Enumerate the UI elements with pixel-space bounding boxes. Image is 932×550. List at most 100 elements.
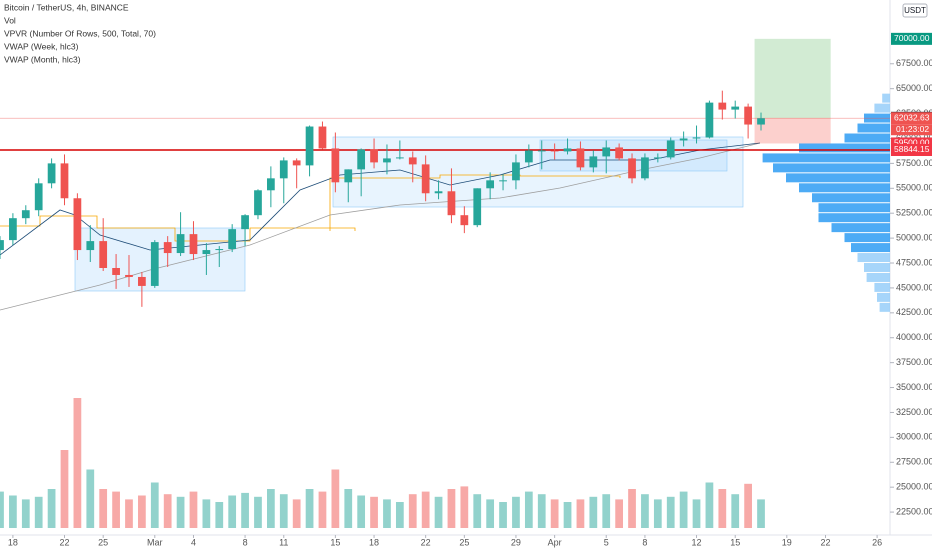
volume-bar (641, 494, 649, 528)
x-tick-label: 15 (730, 537, 740, 547)
volume-bar (73, 398, 82, 528)
volume-profile-row (877, 292, 890, 302)
volume-bar (60, 450, 69, 528)
volume-bar (383, 499, 391, 528)
x-tick-label: 4 (191, 537, 196, 547)
x-tick-label: 8 (642, 537, 647, 547)
volume-bar (524, 491, 533, 528)
currency-box[interactable] (902, 3, 928, 18)
x-tick-label: 11 (279, 537, 288, 547)
candle-body (125, 274, 133, 277)
y-tick-label: 47500.00 (896, 257, 932, 267)
y-tick-label: 40000.00 (896, 332, 932, 342)
indicator-label: Vol (4, 15, 16, 25)
candle-body (718, 102, 727, 110)
volume-bar (679, 491, 688, 528)
y-tick-label: 30000.00 (896, 432, 932, 442)
y-tick-label: 52500.00 (896, 208, 932, 218)
volume-profile-row (818, 213, 890, 223)
volume-bar (666, 496, 675, 528)
x-tick-label: 22 (820, 537, 830, 547)
candle-body (215, 249, 224, 251)
x-tick-label: 5 (604, 537, 609, 547)
candle-body (408, 157, 417, 165)
y-tick-label: 55000.00 (896, 183, 932, 193)
price-label: 59500.00 (894, 138, 930, 148)
candle-body (73, 198, 82, 251)
candle-body (589, 156, 598, 168)
volume-bar (408, 494, 417, 528)
candle-body (460, 215, 469, 226)
volume-bar (731, 494, 740, 528)
candle-body (34, 183, 43, 211)
y-tick-label: 22500.00 (896, 506, 932, 516)
volume-bar (473, 494, 482, 528)
candle-body (228, 229, 237, 250)
candle-body (692, 137, 701, 139)
candle-body (305, 126, 314, 166)
volume-bar (537, 494, 546, 528)
candle-body (563, 148, 572, 152)
volume-bar (125, 499, 133, 528)
candle-body (679, 138, 688, 141)
candle-body (434, 191, 443, 194)
candle-body (47, 163, 56, 184)
volume-bar (138, 495, 146, 528)
currency-label[interactable]: USDT (904, 6, 926, 15)
x-tick-label: 29 (511, 537, 521, 547)
volume-profile-row (874, 282, 890, 292)
candle-body (666, 140, 675, 158)
countdown-box (891, 124, 932, 136)
volume-bar (357, 495, 366, 528)
volume-profile-row (866, 272, 890, 282)
candle-body (99, 241, 108, 268)
volume-profile-row (857, 253, 890, 263)
candle-body (602, 147, 611, 157)
candle-body (499, 180, 507, 182)
candle-body (163, 242, 172, 254)
candle-body (705, 102, 714, 138)
candle-body (537, 150, 546, 152)
volume-profile-row (874, 103, 890, 113)
price-label: 62032.63 (894, 112, 930, 122)
volume-bar (421, 491, 430, 528)
candle-body (267, 178, 275, 191)
x-tick-label: 26 (872, 537, 882, 547)
indicator-label: VWAP (Month, hlc3) (4, 54, 81, 64)
candle-body (421, 164, 430, 194)
indicator-label: VWAP (Week, hlc3) (4, 41, 79, 51)
volume-bar (189, 491, 198, 528)
vwap-month (0, 142, 761, 311)
y-tick-label: 67500.00 (896, 58, 932, 68)
candle-body (550, 150, 559, 152)
candle-body (473, 188, 482, 226)
candle-body (383, 158, 391, 163)
target-zone (754, 38, 831, 119)
candle-body (279, 160, 288, 179)
volume-bar (47, 489, 56, 528)
volume-bar (241, 492, 249, 528)
x-tick-label: Apr (548, 537, 562, 547)
y-tick-label: 65000.00 (896, 83, 932, 93)
stop-zone (754, 118, 831, 144)
candle-body (447, 191, 456, 216)
candle-body (9, 218, 17, 241)
volume-bar (460, 486, 469, 528)
candle-body (615, 147, 623, 159)
candle-body (486, 180, 495, 189)
volume-bar (744, 483, 752, 528)
volume-bar (99, 489, 108, 528)
candle-body (21, 210, 30, 219)
volume-profile-row (812, 193, 890, 203)
volume-profile-row (851, 243, 890, 253)
volume-bar (318, 491, 327, 528)
volume-profile-row (882, 93, 890, 103)
volume-profile-row (844, 133, 890, 143)
x-tick-label: 22 (59, 537, 69, 547)
x-tick-label: Mar (147, 537, 163, 547)
x-tick-label: 18 (369, 537, 379, 547)
volume-bar (331, 469, 340, 528)
candle-body (176, 234, 185, 254)
candle-body (241, 215, 249, 230)
indicator-label: VPVR (Number Of Rows, 500, Total, 70) (4, 28, 156, 38)
